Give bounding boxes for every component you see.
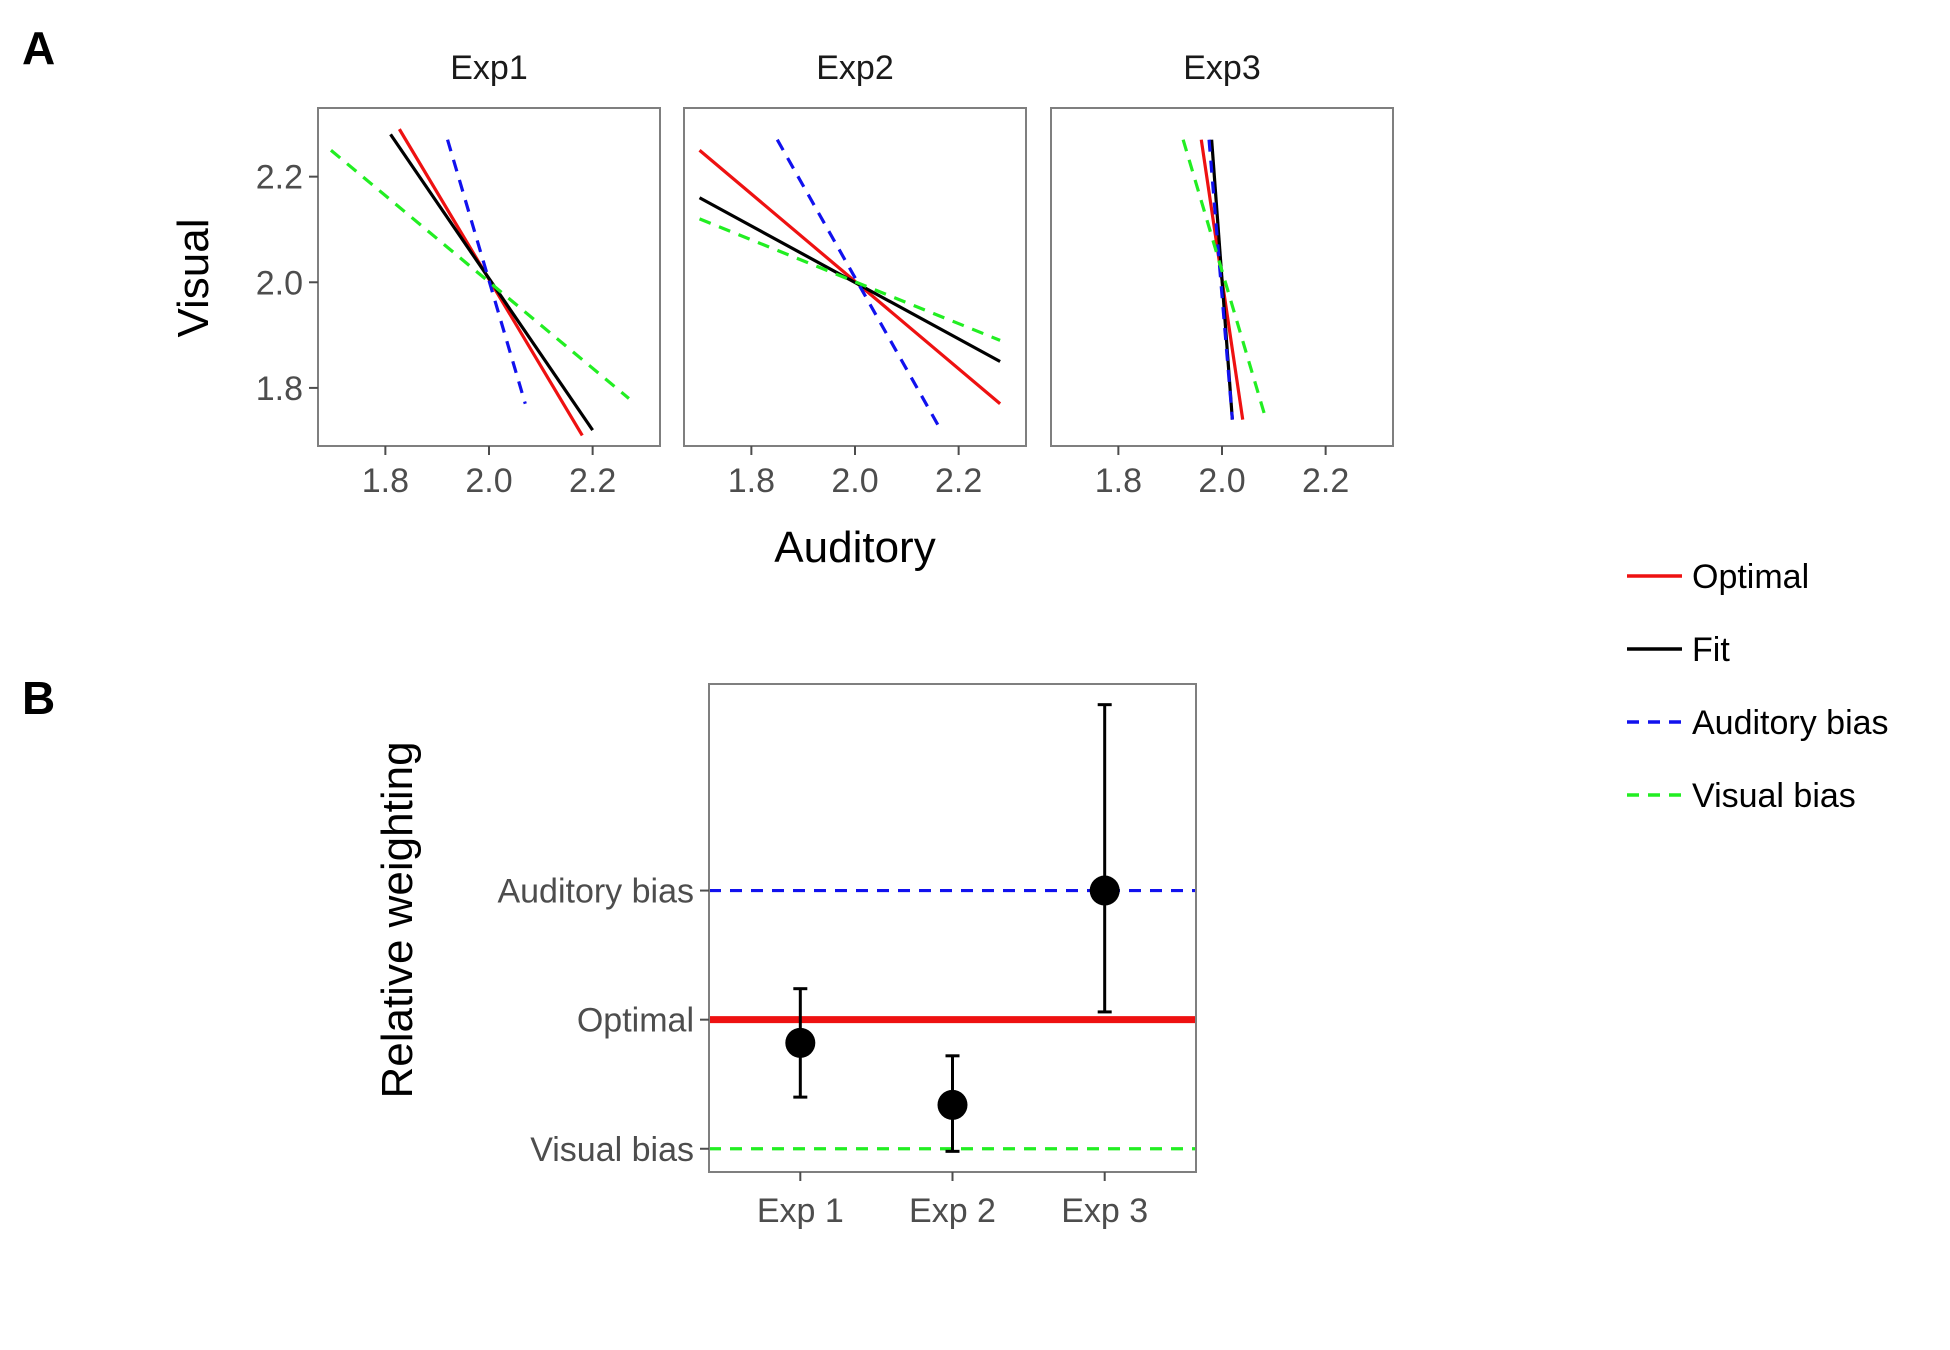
series-line-fit: [698, 196, 1001, 363]
x-tick-label: 2.2: [569, 462, 616, 500]
facet-exp2: Exp2 1.8 2.0 2.2: [683, 49, 1027, 500]
legend: Optimal Fit Auditory bias Visual bias: [1627, 558, 1889, 815]
panel-letter-a: A: [22, 22, 55, 74]
legend-item-optimal: Optimal: [1627, 558, 1809, 596]
legend-label: Auditory bias: [1692, 704, 1889, 742]
facet-exp1: Exp1 1.8 2.0 2.2 1.8 2.0 2.2: [256, 49, 661, 500]
series-line-optimal: [698, 149, 1002, 405]
legend-item-visual-bias: Visual bias: [1627, 777, 1856, 815]
x-tick-label: 2.0: [831, 462, 878, 500]
x-tick-label: 1.8: [362, 462, 409, 500]
data-point-exp-2: [937, 1054, 968, 1153]
facet-exp3: Exp3 1.8 2.0 2.2: [1050, 49, 1394, 500]
point-marker: [785, 1027, 816, 1058]
y-tick-label: Optimal: [577, 1002, 694, 1040]
panel-a-y-axis-title: Visual: [169, 218, 218, 337]
series-line-visual-bias: [1181, 139, 1268, 421]
y-tick-label: 1.8: [256, 370, 303, 408]
y-tick-label: 2.0: [256, 264, 303, 302]
panel-a-x-axis-title: Auditory: [774, 523, 935, 572]
legend-item-auditory-bias: Auditory bias: [1627, 704, 1889, 742]
panel-b-y-axis-title: Relative weighting: [373, 741, 422, 1098]
panel-b-plot: Exp 1 Exp 2 Exp 3 Auditory bias Optimal Visua…: [497, 683, 1197, 1230]
series-line-auditory-bias: [1207, 139, 1234, 420]
x-tick-label: 1.8: [1095, 462, 1142, 500]
facet-title: Exp2: [816, 49, 894, 87]
x-tick-label: Exp 1: [757, 1192, 844, 1230]
point-marker: [1089, 875, 1120, 906]
x-tick-label: Exp 2: [909, 1192, 996, 1230]
x-tick-label: 2.0: [465, 462, 512, 500]
y-tick-label: Visual bias: [530, 1131, 694, 1169]
panel-a-facet-grid: Exp1 1.8 2.0 2.2 1.8 2.0 2.2 Exp2 1.8 2.0 2.2 Exp3 1…: [256, 49, 1394, 500]
x-tick-label: 2.2: [935, 462, 982, 500]
y-tick-label: Auditory bias: [497, 873, 694, 911]
y-tick-label: 2.2: [256, 159, 303, 197]
series-line-fit: [389, 133, 594, 432]
x-tick-label: Exp 3: [1061, 1192, 1148, 1230]
series-line-auditory-bias: [446, 139, 527, 405]
data-point-exp-1: [785, 987, 816, 1099]
point-marker: [937, 1089, 968, 1120]
x-tick-label: 2.2: [1302, 462, 1349, 500]
x-tick-label: 2.0: [1198, 462, 1245, 500]
legend-label: Visual bias: [1692, 777, 1856, 815]
series-line-visual-bias: [329, 149, 630, 400]
facet-title: Exp1: [450, 49, 528, 87]
legend-item-fit: Fit: [1627, 631, 1730, 669]
x-tick-label: 1.8: [728, 462, 775, 500]
legend-label: Optimal: [1692, 558, 1809, 596]
data-point-exp-3: [1089, 703, 1120, 1014]
legend-label: Fit: [1692, 631, 1730, 669]
facet-title: Exp3: [1183, 49, 1261, 87]
panel-letter-b: B: [22, 672, 55, 724]
